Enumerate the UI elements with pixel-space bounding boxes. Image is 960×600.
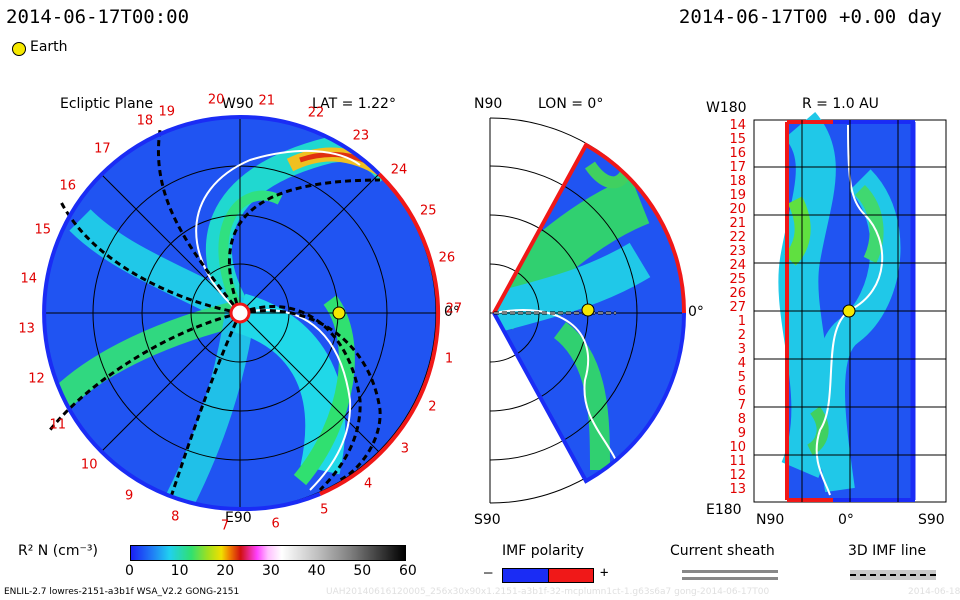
colorbar-tick-0: 0 [125, 563, 134, 579]
ecliptic-tick-18: 18 [136, 113, 154, 129]
radial-tick-20: 20 [729, 202, 746, 217]
colorbar-tick-60: 60 [399, 563, 417, 579]
ecliptic-bottom-label: E90 [225, 510, 252, 526]
radial-tick-15: 15 [729, 132, 746, 147]
radial-tick-4: 4 [737, 356, 746, 371]
ecliptic-tick-8: 8 [171, 509, 180, 525]
ecliptic-tick-4: 4 [364, 476, 373, 492]
ecliptic-tick-7: 7 [220, 518, 230, 534]
ecliptic-tick-17: 17 [94, 141, 111, 157]
ecliptic-tick-1: 1 [444, 351, 454, 367]
ecliptic-tick-11: 11 [49, 417, 66, 433]
radial-tick-14: 14 [729, 118, 746, 133]
meridional-top-label: N90 [474, 96, 503, 112]
radial-bottom-left-label: E180 [706, 502, 742, 518]
radial-tick-27: 27 [729, 300, 746, 315]
radial-tick-19: 19 [729, 188, 746, 203]
ecliptic-tick-16: 16 [59, 178, 77, 194]
imf-polarity-title: IMF polarity [502, 543, 585, 559]
current-sheath-line-top [682, 570, 778, 573]
current-sheath-title: Current sheath [670, 543, 775, 559]
radial-tick-26: 26 [729, 286, 746, 301]
radial-tick-5: 5 [737, 370, 746, 385]
polarity-positive-swatch [548, 568, 594, 583]
radial-x-mid: 0° [838, 512, 854, 528]
date-left: 2014-06-17T00:00 [6, 6, 190, 28]
radial-tick-21: 21 [729, 216, 746, 231]
earth-legend-label: Earth [30, 39, 68, 55]
ecliptic-tick-27: 27 [445, 301, 463, 317]
ecliptic-title: Ecliptic Plane [60, 96, 154, 112]
radial-x-right: S90 [918, 512, 945, 528]
ecliptic-tick-24: 24 [390, 162, 408, 178]
colorbar-label: R² N (cm⁻³) [18, 543, 98, 559]
meridional-right-label: 0° [688, 304, 704, 320]
radial-top-left-label: W180 [706, 100, 747, 116]
current-sheath-line-bottom [682, 577, 778, 580]
meridional-bottom-label: S90 [474, 512, 501, 528]
radial-tick-6: 6 [737, 384, 746, 399]
meridional-lon-label: LON = 0° [538, 96, 604, 112]
colorbar-tick-10: 10 [170, 563, 189, 579]
ecliptic-tick-12: 12 [28, 371, 45, 387]
ecliptic-lat-label: LAT = 1.22° [312, 96, 396, 112]
ecliptic-tick-5: 5 [320, 502, 329, 518]
radial-tick-24: 24 [729, 258, 746, 273]
radial-tick-7: 7 [737, 398, 746, 413]
radial-tick-16: 16 [729, 146, 746, 161]
ecliptic-top-label: W90 [222, 96, 254, 112]
ecliptic-tick-25: 25 [419, 203, 437, 219]
radial-tick-3: 3 [737, 342, 746, 357]
colorbar-gradient [130, 545, 406, 561]
earth-marker-icon [12, 42, 26, 56]
ecliptic-tick-10: 10 [80, 457, 98, 473]
polarity-negative-swatch [502, 568, 550, 583]
imf-line-title: 3D IMF line [848, 543, 927, 559]
ecliptic-tick-26: 26 [438, 250, 456, 266]
ecliptic-tick-13: 13 [18, 321, 35, 337]
radial-r-label: R = 1.0 AU [802, 96, 879, 112]
ecliptic-tick-15: 15 [34, 222, 51, 238]
radial-tick-9: 9 [737, 426, 746, 441]
radial-tick-11: 11 [729, 454, 746, 469]
radial-tick-23: 23 [729, 244, 746, 259]
imf-line-dashed [850, 574, 936, 576]
radial-tick-12: 12 [729, 468, 746, 483]
radial-tick-2: 2 [737, 328, 746, 343]
imf-polarity-plus: + [600, 565, 609, 581]
radial-tick-8: 8 [737, 412, 746, 427]
colorbar-tick-30: 30 [262, 563, 280, 579]
ecliptic-tick-23: 23 [352, 128, 370, 144]
ecliptic-tick-3: 3 [400, 441, 410, 457]
radial-tick-17: 17 [729, 160, 746, 175]
footer-date-tag: 2014-06-18 [908, 587, 960, 597]
ecliptic-tick-19: 19 [158, 104, 176, 120]
ecliptic-tick-2: 2 [428, 399, 437, 415]
ecliptic-tick-20: 20 [207, 92, 225, 108]
imf-polarity-minus: – [484, 565, 493, 581]
radial-tick-10: 10 [729, 440, 746, 455]
radial-tick-13: 13 [729, 482, 746, 497]
radial-tick-18: 18 [729, 174, 746, 189]
radial-tick-1: 1 [737, 314, 746, 329]
ecliptic-tick-14: 14 [20, 271, 38, 287]
radial-x-left: N90 [756, 512, 785, 528]
colorbar-tick-50: 50 [353, 563, 372, 579]
radial-tick-25: 25 [729, 272, 746, 287]
ecliptic-tick-22: 22 [307, 105, 325, 121]
ecliptic-tick-21: 21 [258, 93, 276, 109]
footer-run-id: ENLIL-2.7 lowres-2151-a3b1f WSA_V2.2 GON… [4, 587, 240, 597]
colorbar-tick-20: 20 [216, 563, 235, 579]
ecliptic-tick-6: 6 [271, 516, 280, 532]
ecliptic-right-label: 0° [444, 304, 460, 320]
radial-tick-22: 22 [729, 230, 746, 245]
date-right: 2014-06-17T00 +0.00 day [678, 6, 942, 28]
colorbar-tick-40: 40 [307, 563, 326, 579]
ecliptic-tick-9: 9 [125, 488, 134, 504]
footer-file-id: UAH20140616120005_256x30x90x1.2151-a3b1f… [326, 587, 770, 597]
